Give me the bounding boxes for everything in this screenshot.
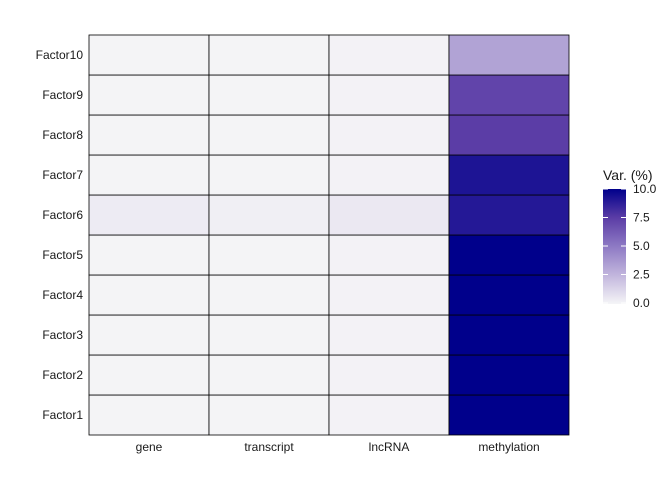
y-tick-label: Factor7 xyxy=(42,168,83,182)
heatmap-cell-factor2-lncrna xyxy=(328,354,450,396)
legend-ticks: 0.0 2.5 5.0 7.5 10.0 xyxy=(603,182,657,310)
y-tick-label: Factor2 xyxy=(42,368,83,382)
heatmap-cell-factor1-transcript xyxy=(208,394,330,436)
x-tick-label: transcript xyxy=(244,440,294,454)
legend: Var. (%) 0.0 2.5 5.0 7.5 10.0 xyxy=(603,167,657,310)
heatmap-cell-factor9-lncrna xyxy=(328,74,450,116)
y-tick-label: Factor6 xyxy=(42,208,83,222)
heatmap-cell-factor10-methylation xyxy=(448,34,570,76)
heatmap-cell-factor7-lncrna xyxy=(328,154,450,196)
y-tick-label: Factor3 xyxy=(42,328,83,342)
heatmap-cell-factor5-lncrna xyxy=(328,234,450,276)
heatmap-cell-factor6-gene xyxy=(88,194,210,236)
y-tick-label: Factor10 xyxy=(36,48,84,62)
heatmap-cell-factor8-gene xyxy=(88,114,210,156)
heatmap-cells xyxy=(88,34,570,436)
legend-tick-label: 5.0 xyxy=(633,239,650,253)
y-tick-label: Factor1 xyxy=(42,408,83,422)
heatmap-cell-factor6-lncrna xyxy=(328,194,450,236)
heatmap-cell-factor3-transcript xyxy=(208,314,330,356)
legend-colorbar xyxy=(603,189,626,304)
heatmap-cell-factor3-lncrna xyxy=(328,314,450,356)
x-tick-label: lncRNA xyxy=(369,440,410,454)
heatmap-cell-factor6-transcript xyxy=(208,194,330,236)
heatmap-cell-factor4-lncrna xyxy=(328,274,450,316)
heatmap-cell-factor10-gene xyxy=(88,34,210,76)
heatmap-cell-factor9-methylation xyxy=(448,74,570,116)
legend-tick-label: 2.5 xyxy=(633,268,650,282)
legend-title: Var. (%) xyxy=(603,167,653,183)
heatmap-cell-factor8-lncrna xyxy=(328,114,450,156)
y-axis-labels: Factor1 Factor2 Factor3 Factor4 Factor5 Facto… xyxy=(36,48,84,422)
heatmap-cell-factor4-methylation xyxy=(448,274,570,316)
heatmap-cell-factor4-gene xyxy=(88,274,210,316)
legend-tick-label: 7.5 xyxy=(633,211,650,225)
heatmap-cell-factor9-transcript xyxy=(208,74,330,116)
legend-tick-label: 10.0 xyxy=(633,182,657,196)
heatmap-cell-factor1-gene xyxy=(88,394,210,436)
heatmap-cell-factor8-transcript xyxy=(208,114,330,156)
x-tick-label: gene xyxy=(136,440,163,454)
heatmap-cell-factor2-transcript xyxy=(208,354,330,396)
heatmap-cell-factor10-transcript xyxy=(208,34,330,76)
x-tick-label: methylation xyxy=(478,440,539,454)
heatmap-cell-factor9-gene xyxy=(88,74,210,116)
heatmap-cell-factor1-lncrna xyxy=(328,394,450,436)
heatmap-cell-factor7-methylation xyxy=(448,154,570,196)
y-tick-label: Factor4 xyxy=(42,288,83,302)
heatmap-cell-factor2-gene xyxy=(88,354,210,396)
heatmap-cell-factor6-methylation xyxy=(448,194,570,236)
y-tick-label: Factor9 xyxy=(42,88,83,102)
y-tick-label: Factor5 xyxy=(42,248,83,262)
heatmap-cell-factor5-transcript xyxy=(208,234,330,276)
heatmap-cell-factor5-gene xyxy=(88,234,210,276)
heatmap-cell-factor7-gene xyxy=(88,154,210,196)
legend-tick-label: 0.0 xyxy=(633,296,650,310)
heatmap-cell-factor5-methylation xyxy=(448,234,570,276)
heatmap-cell-factor3-gene xyxy=(88,314,210,356)
x-axis-labels: gene transcript lncRNA methylation xyxy=(136,440,540,454)
heatmap-cell-factor3-methylation xyxy=(448,314,570,356)
heatmap-cell-factor8-methylation xyxy=(448,114,570,156)
y-tick-label: Factor8 xyxy=(42,128,83,142)
heatmap-cell-factor1-methylation xyxy=(448,394,570,436)
heatmap-cell-factor4-transcript xyxy=(208,274,330,316)
heatmap-cell-factor7-transcript xyxy=(208,154,330,196)
heatmap-cell-factor2-methylation xyxy=(448,354,570,396)
heatmap-cell-factor10-lncrna xyxy=(328,34,450,76)
